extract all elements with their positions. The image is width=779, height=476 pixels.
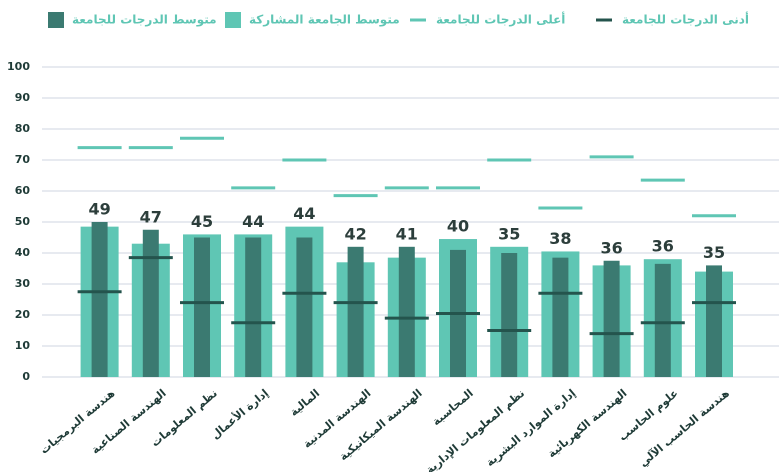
x-tick-label: إدارة الموارد البشرية	[483, 387, 578, 469]
bar	[91, 222, 108, 377]
y-tick-label: 40	[15, 246, 31, 259]
legend-label: أدنى الدرجات للجامعة	[622, 12, 749, 27]
legend-label: أعلى الدرجات للجامعة	[436, 12, 565, 27]
bar	[194, 237, 210, 377]
data-label: 49	[88, 200, 110, 219]
bar	[706, 265, 722, 377]
data-label: 44	[293, 204, 315, 223]
data-label: 35	[703, 243, 725, 262]
y-tick-label: 70	[15, 153, 31, 166]
x-tick-label: المحاسبة	[430, 387, 476, 429]
y-tick-label: 100	[7, 60, 30, 73]
data-label: 35	[498, 224, 520, 243]
bar	[552, 257, 569, 377]
data-label: 42	[344, 224, 366, 243]
legend-swatch	[225, 12, 241, 28]
y-tick-label: 0	[22, 370, 30, 383]
data-label: 41	[396, 224, 418, 243]
data-label: 44	[242, 212, 264, 231]
bar	[654, 263, 671, 377]
bar	[142, 229, 159, 377]
bar	[603, 260, 620, 377]
data-label: 36	[652, 237, 674, 256]
y-tick-label: 60	[15, 184, 31, 197]
bar	[347, 246, 364, 377]
data-label: 45	[191, 212, 213, 231]
legend-swatch	[48, 12, 64, 28]
legend-label: متوسط الدرجات للجامعة	[72, 13, 217, 28]
x-tick-label: المالية	[287, 387, 322, 419]
y-tick-label: 50	[15, 215, 31, 228]
data-label: 40	[447, 217, 469, 236]
bar	[296, 237, 313, 377]
bar	[501, 253, 518, 377]
x-tick-label: نظم المعلومات الإدارية	[423, 387, 527, 472]
y-tick-label: 20	[15, 308, 31, 321]
y-tick-label: 90	[15, 91, 31, 104]
x-tick-label: هندسة الحاسب الآلي	[637, 387, 732, 470]
y-tick-label: 30	[15, 277, 31, 290]
data-label: 38	[549, 229, 571, 248]
bar	[245, 237, 262, 377]
data-label: 36	[600, 238, 622, 257]
bar	[398, 246, 415, 377]
legend-label: متوسط الجامعة المشاركة	[249, 13, 400, 28]
data-label: 47	[140, 207, 162, 226]
y-tick-label: 10	[15, 339, 31, 352]
y-tick-label: 80	[15, 122, 31, 135]
